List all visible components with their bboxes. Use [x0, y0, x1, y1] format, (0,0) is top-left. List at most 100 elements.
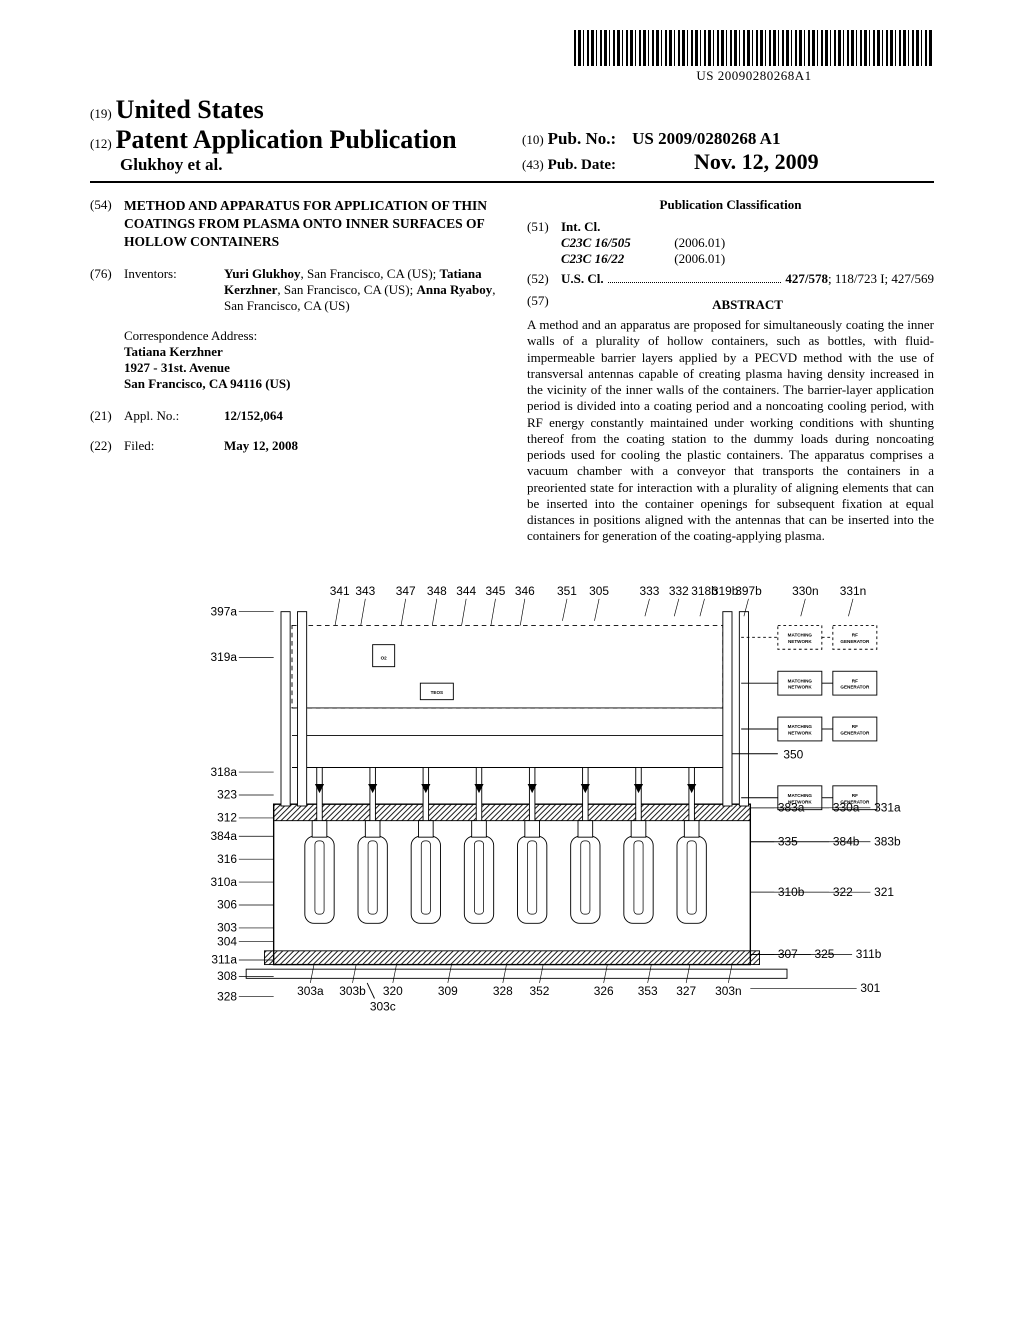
pub-date-line: (43) Pub. Date: Nov. 12, 2009 — [522, 149, 934, 175]
pub-date-label: Pub. Date: — [548, 157, 616, 173]
svg-text:383a: 383a — [778, 800, 805, 814]
title-row: (54) METHOD AND APPARATUS FOR APPLICATIO… — [90, 197, 497, 252]
corr-street: 1927 - 31st. Avenue — [124, 360, 497, 376]
svg-text:321: 321 — [874, 884, 894, 898]
abstract-text: A method and an apparatus are proposed f… — [527, 317, 934, 545]
intcl2: C23C 16/22 (2006.01) — [561, 251, 934, 267]
patent-page: US 20090280268A1 (19) United States (12)… — [0, 0, 1024, 1060]
barcode-stripes — [574, 30, 934, 66]
pub-no-label: Pub. No.: — [548, 129, 616, 148]
svg-text:301: 301 — [860, 981, 880, 995]
svg-text:311b: 311b — [856, 947, 882, 961]
uscl-val: 427/578; 118/723 I; 427/569 — [785, 271, 934, 287]
svg-text:303: 303 — [217, 920, 237, 934]
barcode-area: US 20090280268A1 — [90, 30, 934, 85]
svg-text:346: 346 — [515, 584, 535, 598]
svg-text:332: 332 — [669, 584, 689, 598]
corr-name: Tatiana Kerzhner — [124, 344, 497, 360]
pub-type: Patent Application Publication — [116, 125, 457, 154]
appl-no: 12/152,064 — [224, 408, 497, 424]
biblio: (54) METHOD AND APPARATUS FOR APPLICATIO… — [90, 197, 934, 545]
corr-label: Correspondence Address: — [124, 328, 497, 344]
correspondence-block: Correspondence Address: Tatiana Kerzhner… — [124, 328, 497, 392]
svg-text:305: 305 — [589, 584, 609, 598]
appl-label: Appl. No.: — [124, 408, 224, 424]
svg-text:309: 309 — [438, 983, 458, 997]
num43: (43) — [522, 157, 544, 172]
svg-text:320: 320 — [383, 983, 403, 997]
abstract-row: (57) ABSTRACT — [527, 293, 934, 317]
svg-text:318a: 318a — [211, 764, 238, 778]
num12: (12) — [90, 136, 112, 151]
svg-text:397b: 397b — [735, 584, 762, 598]
inventors-row: (76) Inventors: Yuri Glukhoy, San Franci… — [90, 266, 497, 314]
svg-text:341: 341 — [330, 584, 350, 598]
num19: (19) — [90, 106, 112, 121]
svg-text:383b: 383b — [874, 834, 901, 848]
svg-text:310b: 310b — [778, 884, 805, 898]
lbl-350: 350 — [783, 747, 803, 761]
svg-text:384a: 384a — [211, 828, 238, 842]
inventors-label: Inventors: — [124, 266, 224, 314]
svg-text:325: 325 — [815, 947, 835, 961]
intcl1-code: C23C 16/505 — [561, 235, 671, 251]
intcl1: C23C 16/505 (2006.01) — [561, 235, 934, 251]
svg-text:319a: 319a — [211, 650, 238, 664]
svg-text:310a: 310a — [211, 874, 238, 888]
svg-text:308: 308 — [217, 969, 237, 983]
uscl-rest: ; 118/723 I; 427/569 — [828, 271, 934, 286]
num21: (21) — [90, 408, 124, 424]
country: United States — [116, 95, 264, 124]
title: METHOD AND APPARATUS FOR APPLICATION OF … — [124, 197, 497, 252]
svg-text:323: 323 — [217, 787, 237, 801]
left-column: (54) METHOD AND APPARATUS FOR APPLICATIO… — [90, 197, 497, 545]
svg-text:347: 347 — [396, 584, 416, 598]
lbl-303c: 303c — [370, 999, 396, 1013]
svg-text:351: 351 — [557, 584, 577, 598]
right-column: Publication Classification (51) Int. Cl.… — [527, 197, 934, 545]
svg-text:330n: 330n — [792, 584, 819, 598]
intcl-block: (51) Int. Cl. C23C 16/505 (2006.01) C23C… — [527, 219, 934, 267]
num10: (10) — [522, 132, 544, 147]
filed-label: Filed: — [124, 438, 224, 454]
num52: (52) — [527, 271, 561, 287]
svg-text:328: 328 — [493, 983, 513, 997]
o2-box: O2 — [381, 655, 388, 660]
pub-no-line: (10) Pub. No.: US 2009/0280268 A1 — [522, 129, 934, 149]
intcl1-date: (2006.01) — [674, 235, 725, 251]
appl-row: (21) Appl. No.: 12/152,064 — [90, 408, 497, 424]
svg-text:316: 316 — [217, 851, 237, 865]
uscl-dots — [608, 272, 782, 283]
pub-no: US 2009/0280268 A1 — [632, 129, 780, 148]
svg-text:328: 328 — [217, 989, 237, 1003]
svg-text:344: 344 — [456, 584, 476, 598]
pub-date: Nov. 12, 2009 — [694, 149, 819, 174]
filed-row: (22) Filed: May 12, 2008 — [90, 438, 497, 454]
figure-area: O2 TEOS MATCHINGNETWORKRFGENERATORMATCHI… — [90, 575, 934, 1020]
svg-text:348: 348 — [427, 584, 447, 598]
intcl2-date: (2006.01) — [674, 251, 725, 267]
svg-text:307: 307 — [778, 947, 798, 961]
apparatus-diagram: O2 TEOS MATCHINGNETWORKRFGENERATORMATCHI… — [102, 575, 922, 1015]
svg-text:MATCHINGNETWORK: MATCHINGNETWORK — [788, 678, 813, 689]
svg-text:327: 327 — [676, 983, 696, 997]
corr-city: San Francisco, CA 94116 (US) — [124, 376, 497, 392]
uscl-label: U.S. Cl. — [561, 271, 604, 287]
svg-text:330a: 330a — [833, 800, 860, 814]
authors: Glukhoy et al. — [120, 155, 502, 175]
svg-text:303b: 303b — [339, 983, 366, 997]
num54: (54) — [90, 197, 124, 252]
svg-text:384b: 384b — [833, 834, 860, 848]
svg-text:353: 353 — [638, 983, 658, 997]
num57: (57) — [527, 293, 561, 317]
filed: May 12, 2008 — [224, 438, 497, 454]
country-line: (19) United States — [90, 95, 502, 125]
svg-text:331n: 331n — [840, 584, 867, 598]
svg-text:312: 312 — [217, 810, 237, 824]
intcl2-code: C23C 16/22 — [561, 251, 671, 267]
svg-text:397a: 397a — [211, 604, 238, 618]
uscl-bold: 427/578 — [785, 271, 828, 286]
svg-text:318b: 318b — [691, 584, 718, 598]
class-header: Publication Classification — [527, 197, 934, 213]
svg-text:352: 352 — [530, 983, 550, 997]
